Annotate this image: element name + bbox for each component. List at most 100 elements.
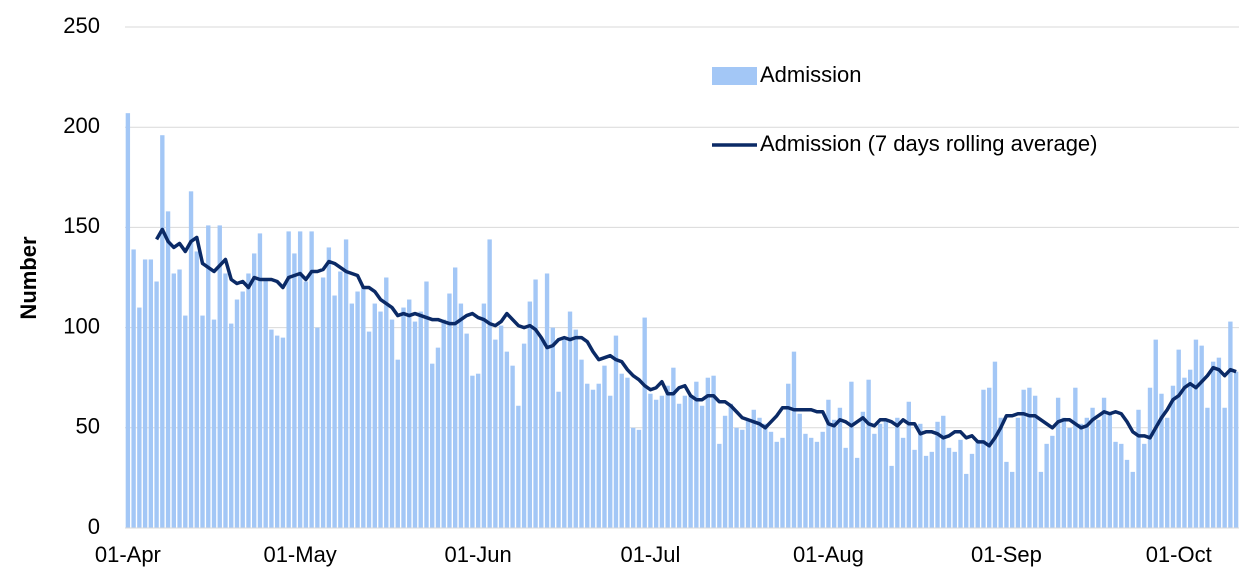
bar <box>1044 443 1049 528</box>
bar <box>1205 407 1210 528</box>
bar <box>211 319 217 528</box>
bar <box>160 135 165 528</box>
bar <box>562 339 567 528</box>
bar <box>274 335 280 528</box>
bar <box>338 271 343 528</box>
bar <box>912 449 917 528</box>
bar <box>458 303 464 528</box>
bar <box>142 259 148 528</box>
bar <box>223 273 228 528</box>
bar <box>1101 397 1107 528</box>
bar <box>608 395 613 528</box>
bar <box>452 267 458 528</box>
bar <box>757 417 762 528</box>
bar <box>384 277 389 528</box>
bar <box>1113 441 1118 528</box>
bar <box>653 399 659 528</box>
bar <box>200 315 205 528</box>
bar <box>1067 427 1072 528</box>
bar <box>252 253 257 528</box>
bar <box>975 439 980 528</box>
bar <box>389 319 395 528</box>
bar <box>257 233 263 529</box>
bar <box>177 269 182 528</box>
bar <box>395 359 400 528</box>
bar <box>941 415 946 528</box>
bar <box>412 321 418 528</box>
bar <box>343 239 349 528</box>
bar <box>728 403 733 528</box>
bar <box>303 281 309 528</box>
x-tick-label: 01-Sep <box>971 542 1042 567</box>
y-tick-label: 250 <box>63 13 100 38</box>
bar <box>895 417 900 528</box>
bar <box>481 303 487 528</box>
bar <box>269 329 274 528</box>
bar <box>579 359 584 528</box>
bar <box>188 191 194 528</box>
bar <box>349 303 355 528</box>
bar <box>286 231 291 528</box>
bar <box>326 247 332 528</box>
bar <box>407 299 412 528</box>
bar <box>1021 389 1026 528</box>
bar <box>820 431 825 528</box>
bar <box>1130 471 1135 528</box>
bar <box>355 291 360 528</box>
bar <box>1061 417 1067 528</box>
bar <box>229 323 234 528</box>
bar <box>1176 349 1181 528</box>
line <box>155 227 1237 448</box>
bar <box>246 273 251 528</box>
bar <box>1084 417 1090 528</box>
bar <box>332 295 337 528</box>
bar <box>539 337 544 528</box>
bar <box>665 385 670 528</box>
bar <box>441 319 446 528</box>
bar <box>659 395 665 528</box>
bar <box>240 291 245 528</box>
bar <box>780 437 785 528</box>
bar <box>694 381 699 528</box>
bar <box>734 427 739 528</box>
bar <box>516 405 521 528</box>
bar <box>315 327 320 528</box>
bar <box>498 325 504 528</box>
bar <box>470 375 475 528</box>
bar <box>929 451 934 528</box>
bar <box>401 307 406 528</box>
bar <box>648 393 653 528</box>
bar <box>1119 443 1124 528</box>
bar <box>493 339 498 528</box>
y-tick-label: 200 <box>63 113 100 138</box>
bar <box>378 311 383 528</box>
bar <box>464 333 469 528</box>
y-tick-label: 50 <box>76 414 100 439</box>
bar <box>711 375 716 528</box>
bar <box>671 367 676 528</box>
bar <box>1073 387 1078 528</box>
bar <box>992 361 998 528</box>
bar <box>1153 339 1158 528</box>
bar <box>596 383 601 528</box>
bar <box>510 365 515 528</box>
bar <box>585 383 590 528</box>
bar <box>1182 377 1187 528</box>
bar <box>556 391 561 528</box>
y-tick-label: 0 <box>88 514 100 539</box>
bar <box>1233 371 1239 528</box>
bar <box>768 431 774 528</box>
bar <box>740 429 745 528</box>
bar <box>292 253 297 528</box>
bar <box>217 225 222 528</box>
bar <box>1027 387 1032 528</box>
bar <box>918 423 923 528</box>
bar <box>998 417 1003 528</box>
bar <box>751 409 756 528</box>
bar <box>550 327 555 528</box>
bar <box>263 279 268 528</box>
x-tick-label: 01-Aug <box>793 542 864 567</box>
bar <box>964 473 969 528</box>
bar <box>171 273 176 528</box>
